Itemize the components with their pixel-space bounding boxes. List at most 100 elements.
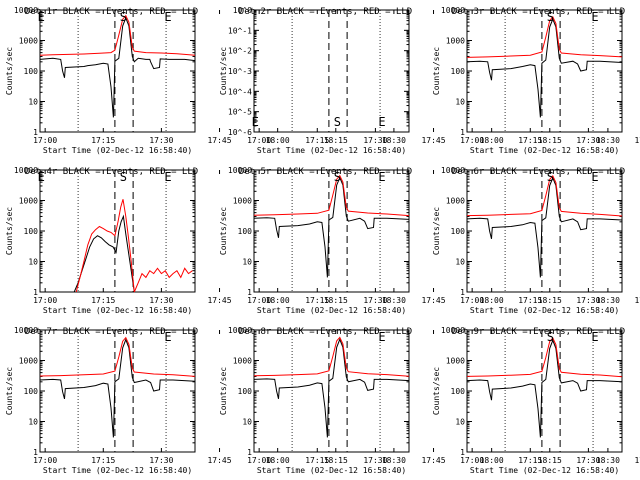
event-marker-label: E: [38, 10, 45, 24]
x-tick-label: 18:30: [382, 456, 406, 465]
y-axis-label: Counts/sec: [219, 207, 228, 255]
x-tick-label: 17:45: [634, 456, 640, 465]
y-axis-label: Counts/sec: [5, 367, 14, 415]
y-tick-label: 10000: [228, 166, 252, 175]
y-tick-label: 1000: [19, 357, 38, 366]
x-tick-label: 18:00: [266, 296, 290, 305]
y-tick-label: 1: [247, 448, 252, 457]
x-tick-label: 18:00: [266, 136, 290, 145]
event-marker-label: S: [547, 330, 554, 344]
series-line-lld: [466, 15, 623, 58]
x-tick-label: 17:00: [247, 296, 271, 305]
y-tick-label: 10^-5: [228, 108, 252, 117]
series-line-events: [39, 16, 196, 118]
x-tick-label: 17:00: [460, 456, 484, 465]
series-line-lld: [253, 336, 410, 377]
y-tick-label: 10^-2: [228, 47, 252, 56]
series-line-lld: [39, 336, 196, 377]
x-tick-label: 18:00: [480, 456, 504, 465]
x-tick-label: 17:45: [207, 296, 231, 305]
y-axis-label: Counts/sec: [432, 367, 441, 415]
y-axis-label: Counts/sec: [5, 47, 14, 95]
x-tick-label: 18:00: [480, 296, 504, 305]
y-tick-label: 1000: [19, 37, 38, 46]
panel-title: Det 8r BLACK = Events, RED = LLD: [239, 327, 412, 337]
x-tick-label: 18:30: [596, 136, 620, 145]
y-tick-label: 1: [460, 128, 465, 137]
panel-title: Det 6r BLACK = Events, RED = LLD: [452, 167, 625, 177]
x-axis-label: Start Time (02-Dec-12 16:58:40): [43, 146, 192, 155]
series-line-lld: [39, 14, 196, 56]
x-tick-label: 18:15: [538, 456, 562, 465]
event-marker-label: S: [120, 170, 127, 184]
y-tick-label: 10: [28, 258, 38, 267]
detector-panel-5: Det 5r BLACK = Events, RED = LLD Counts/s…: [219, 166, 620, 315]
x-tick-label: 17:00: [247, 136, 271, 145]
y-axis-label: Counts/sec: [219, 367, 228, 415]
y-tick-label: 10: [455, 98, 465, 107]
x-tick-label: 17:30: [149, 136, 173, 145]
panel-title: Det 5r BLACK = Events, RED = LLD: [239, 167, 412, 177]
y-tick-label: 100: [24, 387, 39, 396]
series-line-lld: [466, 336, 623, 378]
y-tick-label: 10^-6: [228, 128, 252, 137]
x-tick-label: 17:30: [363, 456, 387, 465]
detector-panel-2: Det 2r BLACK = Events, RED = LLD Counts/s…: [219, 6, 620, 155]
event-marker-label: E: [378, 170, 385, 184]
y-tick-label: 10: [242, 258, 252, 267]
x-tick-label: 17:45: [421, 296, 445, 305]
y-tick-label: 10: [28, 98, 38, 107]
y-tick-label: 100: [238, 227, 253, 236]
event-marker-label: E: [591, 170, 598, 184]
series-line-events: [466, 17, 623, 118]
x-tick-label: 18:15: [324, 136, 348, 145]
panel-title: Det 3r BLACK = Events, RED = LLD: [452, 7, 625, 17]
x-tick-label: 18:15: [538, 136, 562, 145]
y-tick-label: 100: [24, 227, 39, 236]
y-axis-label: Counts/sec: [5, 207, 14, 255]
x-tick-label: 17:30: [149, 456, 173, 465]
x-tick-label: 17:30: [149, 296, 173, 305]
y-tick-label: 10: [28, 418, 38, 427]
y-tick-label: 1000: [446, 37, 465, 46]
detector-panel-8: Det 8r BLACK = Events, RED = LLD Counts/s…: [219, 326, 620, 475]
x-axis-label: Start Time (02-Dec-12 16:58:40): [257, 466, 406, 475]
y-tick-label: 10: [455, 418, 465, 427]
y-tick-label: 1: [460, 448, 465, 457]
x-tick-label: 18:15: [538, 296, 562, 305]
y-tick-label: 10000: [441, 326, 465, 335]
x-tick-label: 17:45: [421, 136, 445, 145]
y-tick-label: 10: [455, 258, 465, 267]
x-tick-label: 17:00: [460, 136, 484, 145]
x-axis-label: Start Time (02-Dec-12 16:58:40): [470, 466, 619, 475]
x-tick-label: 17:15: [518, 456, 542, 465]
y-tick-label: 1: [33, 448, 38, 457]
y-tick-label: 100: [24, 67, 39, 76]
series-line-events: [73, 214, 135, 293]
x-tick-label: 17:45: [207, 136, 231, 145]
x-tick-label: 17:15: [305, 456, 329, 465]
x-tick-label: 17:00: [33, 136, 57, 145]
y-axis-label: Counts/sec: [432, 47, 441, 95]
detector-panel-3: Det 3r BLACK = Events, RED = LLD Counts/s…: [432, 6, 640, 155]
x-tick-label: 17:15: [518, 296, 542, 305]
series-line-events: [253, 338, 410, 438]
x-tick-label: 17:15: [91, 296, 115, 305]
x-tick-label: 17:45: [421, 456, 445, 465]
y-axis-label: Counts/sec: [219, 47, 228, 95]
y-tick-label: 1: [33, 128, 38, 137]
event-marker-label: E: [591, 330, 598, 344]
y-tick-label: 10^-1: [228, 26, 252, 35]
x-tick-label: 17:45: [634, 296, 640, 305]
x-axis-label: Start Time (02-Dec-12 16:58:40): [257, 306, 406, 315]
detector-panel-6: Det 6r BLACK = Events, RED = LLD Counts/s…: [432, 166, 640, 315]
x-tick-label: 17:15: [91, 136, 115, 145]
series-line-lld: [253, 174, 410, 217]
x-axis-label: Start Time (02-Dec-12 16:58:40): [470, 146, 619, 155]
series-line-events: [466, 338, 623, 438]
y-tick-label: 1000: [446, 357, 465, 366]
event-marker-label: E: [164, 170, 171, 184]
y-tick-label: 1000: [19, 197, 38, 206]
series-line-events: [39, 338, 196, 438]
